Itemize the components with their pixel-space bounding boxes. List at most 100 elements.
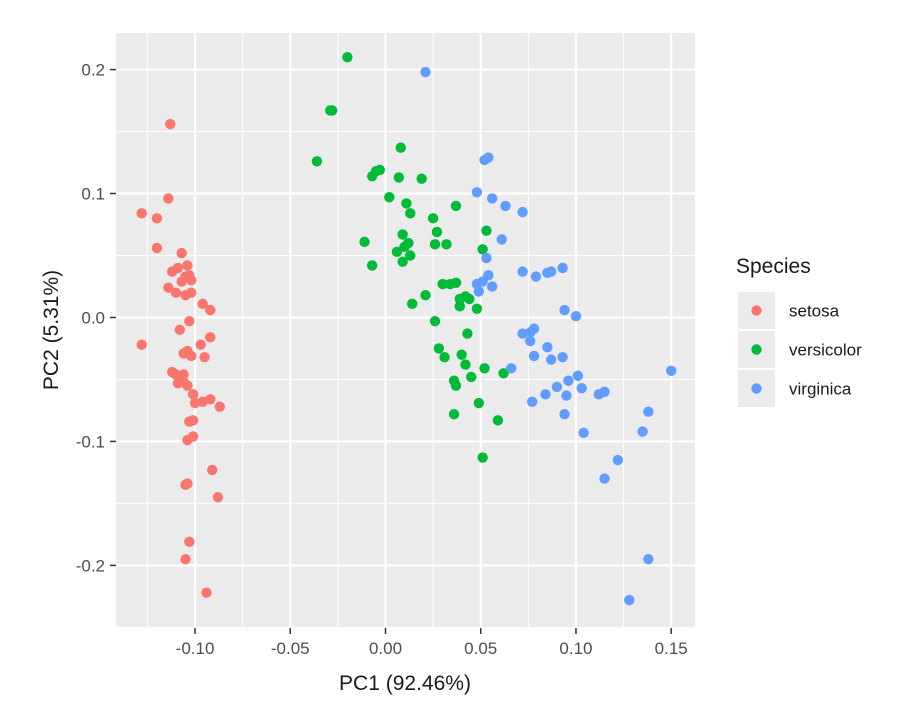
x-axis: -0.10 -0.05 0.00 0.05 0.10 0.15: [176, 628, 688, 658]
x-axis-title: PC1 (92.46%): [339, 672, 471, 695]
point-setosa: [184, 316, 195, 327]
point-virginica: [540, 389, 551, 400]
data-points: [136, 51, 677, 606]
point-setosa: [214, 401, 226, 412]
point-virginica: [546, 266, 557, 277]
point-setosa: [186, 275, 197, 286]
point-versicolor: [429, 316, 441, 327]
x-tick-label: 0.10: [559, 639, 592, 658]
point-virginica: [517, 266, 528, 277]
point-versicolor: [441, 239, 452, 250]
point-setosa: [189, 397, 201, 409]
y-axis-title: PC2 (5.31%): [40, 270, 63, 390]
point-versicolor: [454, 301, 465, 312]
point-setosa: [151, 242, 163, 254]
point-setosa: [182, 435, 193, 446]
point-virginica: [471, 187, 483, 198]
point-virginica: [559, 408, 570, 420]
point-versicolor: [450, 380, 462, 391]
point-setosa: [182, 478, 193, 489]
point-versicolor: [477, 244, 488, 255]
point-versicolor: [399, 241, 410, 253]
point-setosa: [182, 260, 193, 271]
x-tick-label: 0.15: [655, 639, 688, 658]
x-tick-label: 0.05: [464, 639, 497, 658]
point-versicolor: [311, 156, 323, 167]
point-virginica: [551, 381, 563, 393]
point-virginica: [563, 375, 574, 386]
point-virginica: [542, 342, 553, 353]
point-virginica: [561, 390, 572, 401]
point-virginica: [576, 382, 587, 394]
point-versicolor: [437, 278, 448, 290]
point-setosa: [187, 389, 199, 400]
point-virginica: [420, 66, 431, 78]
point-setosa: [163, 282, 174, 293]
point-versicolor: [492, 415, 504, 426]
point-setosa: [205, 304, 216, 316]
y-tick-label: 0.0: [81, 308, 105, 327]
point-versicolor: [384, 192, 395, 203]
point-virginica: [612, 454, 624, 466]
point-versicolor: [481, 225, 492, 236]
point-versicolor: [479, 363, 490, 374]
point-versicolor: [473, 397, 485, 409]
point-setosa: [201, 587, 212, 598]
point-virginica: [599, 386, 610, 398]
point-virginica: [526, 396, 538, 407]
x-tick-label: -0.05: [271, 639, 310, 658]
point-setosa: [151, 213, 163, 224]
major-gridlines: [116, 33, 695, 628]
point-versicolor: [397, 229, 408, 240]
point-versicolor: [454, 293, 465, 305]
legend-label-virginica: virginica: [789, 380, 852, 399]
point-setosa: [176, 247, 187, 259]
point-versicolor: [366, 260, 378, 271]
x-tick-label: 0.00: [369, 639, 402, 658]
point-versicolor: [498, 368, 509, 379]
point-versicolor: [464, 293, 475, 305]
point-virginica: [483, 152, 494, 163]
point-virginica: [546, 354, 557, 365]
point-setosa: [166, 266, 178, 277]
point-versicolor: [429, 239, 441, 250]
point-virginica: [506, 363, 517, 374]
point-setosa: [136, 339, 147, 350]
point-setosa: [136, 208, 147, 219]
point-versicolor: [374, 164, 385, 176]
point-virginica: [486, 281, 498, 292]
point-virginica: [643, 406, 654, 417]
point-versicolor: [427, 213, 439, 224]
point-setosa: [182, 380, 193, 391]
point-setosa: [195, 339, 206, 350]
point-versicolor: [448, 408, 460, 420]
point-virginica: [473, 286, 485, 297]
point-setosa: [199, 351, 210, 363]
point-versicolor: [462, 328, 473, 339]
point-setosa: [197, 298, 208, 310]
point-virginica: [528, 350, 540, 362]
point-versicolor: [460, 359, 471, 370]
point-versicolor: [393, 172, 405, 183]
point-virginica: [637, 426, 648, 437]
point-versicolor: [326, 105, 338, 116]
point-versicolor: [431, 226, 443, 238]
point-versicolor: [420, 289, 431, 301]
point-virginica: [578, 427, 589, 438]
point-virginica: [643, 554, 654, 565]
y-tick-label: 0.2: [81, 61, 105, 80]
legend-title: Species: [736, 255, 811, 278]
legend-label-setosa: setosa: [789, 302, 840, 321]
point-versicolor: [466, 371, 477, 383]
point-versicolor: [450, 277, 462, 288]
point-versicolor: [391, 246, 403, 257]
point-setosa: [180, 554, 191, 565]
y-tick-label: -0.2: [76, 556, 105, 575]
point-versicolor: [433, 343, 445, 354]
point-setosa: [165, 118, 176, 130]
legend: Species setosa versicolor virginica: [736, 255, 862, 407]
point-versicolor: [405, 250, 416, 261]
point-setosa: [212, 492, 224, 503]
point-setosa: [205, 332, 216, 343]
point-virginica: [530, 271, 542, 282]
